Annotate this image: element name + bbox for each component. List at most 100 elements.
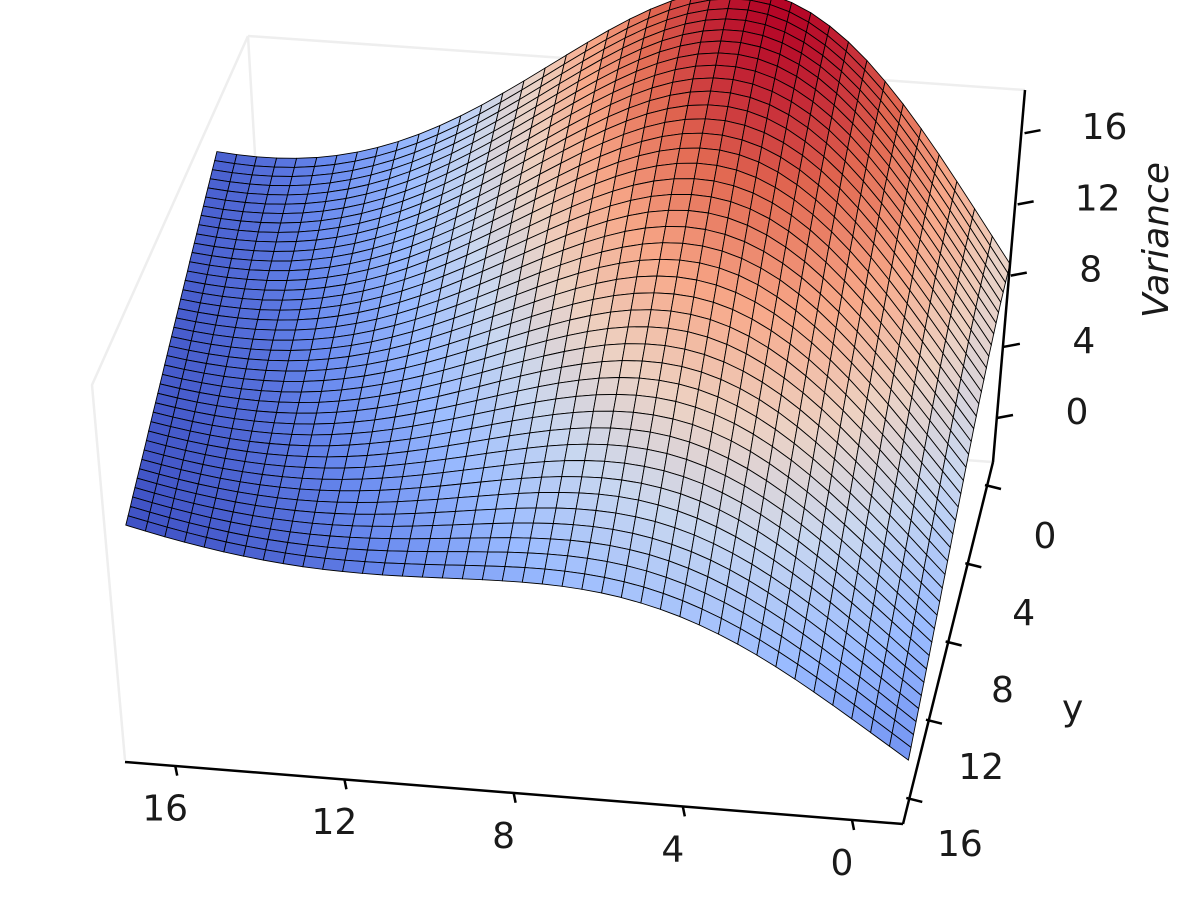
z-axis-tick-label: 12 (1075, 178, 1121, 219)
surface-cell (314, 500, 338, 514)
z-ticks: 0 4 8 12 16 (996, 107, 1128, 433)
surface-cell (299, 477, 323, 491)
surface-cell (316, 489, 341, 503)
surface-cell (432, 510, 457, 527)
x-axis-tick (173, 765, 179, 776)
surface-cell (626, 428, 651, 450)
y-axis-tick (905, 796, 923, 804)
surface-cell (253, 240, 277, 252)
surface-cell (300, 380, 325, 393)
y-ticks: 0 4 8 12 16 (905, 483, 1057, 865)
surface-cell (342, 559, 366, 574)
surface-cell (247, 348, 272, 361)
surface-cell (366, 537, 391, 552)
surface-cell (561, 570, 586, 590)
surface-cell (262, 203, 286, 215)
surface-cell (618, 360, 643, 379)
surface-cell (271, 422, 295, 435)
surface-cell (281, 289, 306, 301)
x-axis-tick (343, 778, 348, 790)
y-axis-tick (925, 718, 943, 725)
surface-cell (689, 77, 714, 93)
surface-cell (569, 410, 594, 430)
x-axis-tick-label: 8 (492, 816, 515, 857)
surface-cell (495, 492, 520, 510)
surface-cell (273, 157, 298, 168)
surface-cell (399, 474, 424, 490)
surface-cell (421, 563, 446, 579)
surface-cell (271, 250, 295, 262)
surface-cell (615, 377, 640, 396)
surface-cell (696, 147, 721, 166)
surface-cell (261, 289, 286, 301)
surface-cell (535, 491, 560, 509)
surface-cell (592, 509, 617, 530)
surface-cell (285, 359, 310, 372)
z-axis-tick (1017, 200, 1034, 206)
surface-cell (406, 538, 431, 553)
surface-cell (665, 209, 690, 228)
surface-cell (397, 487, 421, 503)
surface-cell (552, 507, 577, 526)
surface-cell (889, 732, 912, 761)
surface-cell (329, 524, 353, 538)
surface-cell (467, 537, 491, 553)
surface-cell (434, 497, 459, 513)
surface-cell (258, 390, 282, 403)
surface-cell (248, 259, 273, 272)
surface-cell (356, 489, 381, 503)
surface-cell (316, 400, 340, 414)
pane-front-left-edge (90, 35, 250, 761)
surface-cell (366, 440, 391, 456)
surface-cell (552, 395, 577, 416)
surface-cell (624, 326, 649, 345)
surface-cell (252, 328, 276, 341)
z-axis-tick-label: 4 (1072, 321, 1095, 362)
surface-cell (354, 501, 379, 515)
surface-cell (520, 461, 546, 479)
surface-cell (293, 157, 318, 168)
surface-cell (288, 433, 313, 447)
surface-cell (629, 411, 654, 433)
surface-cell (280, 212, 304, 224)
surface-cell (346, 443, 371, 457)
z-axis-tick-label: 0 (1066, 392, 1089, 433)
surface-cell (477, 479, 502, 497)
surface-cell (256, 400, 280, 413)
surface-cell (417, 485, 442, 502)
y-axis-tick-label: 0 (1034, 516, 1057, 557)
surface-cell (334, 501, 358, 515)
surface-cell (376, 488, 401, 503)
surface-cell (607, 427, 632, 447)
surface-cell (509, 522, 534, 539)
surface-cell (412, 512, 436, 527)
z-axis-tick-label: 16 (1082, 107, 1128, 148)
surface-cell (567, 539, 591, 559)
surface-cell (710, 77, 734, 94)
surface-cell (311, 422, 335, 436)
surface-cell (544, 553, 569, 572)
surface-cell (331, 421, 356, 436)
surface-cell (464, 551, 489, 567)
x-axis-tick-label: 16 (142, 789, 188, 830)
surface-cell (572, 508, 597, 528)
surface-cell (604, 444, 629, 464)
surface-cell (549, 523, 574, 541)
surface-cell (523, 445, 548, 464)
surface-cell (437, 483, 462, 500)
x-axis-tick-label: 12 (311, 802, 357, 843)
surface-cell (268, 432, 293, 446)
surface-cell (575, 377, 600, 397)
surface-cell (384, 550, 409, 565)
surface-cell (283, 370, 307, 382)
surface-cell (268, 260, 293, 272)
surface-cell (564, 443, 589, 462)
surface-cell (543, 444, 569, 463)
surface-cell (272, 329, 296, 341)
surface-cell (292, 328, 317, 341)
surface-cell (302, 555, 326, 570)
surface-cell (271, 166, 295, 177)
surface-cell (321, 467, 346, 480)
surface-cell (581, 460, 606, 479)
surface-cell (311, 511, 336, 526)
